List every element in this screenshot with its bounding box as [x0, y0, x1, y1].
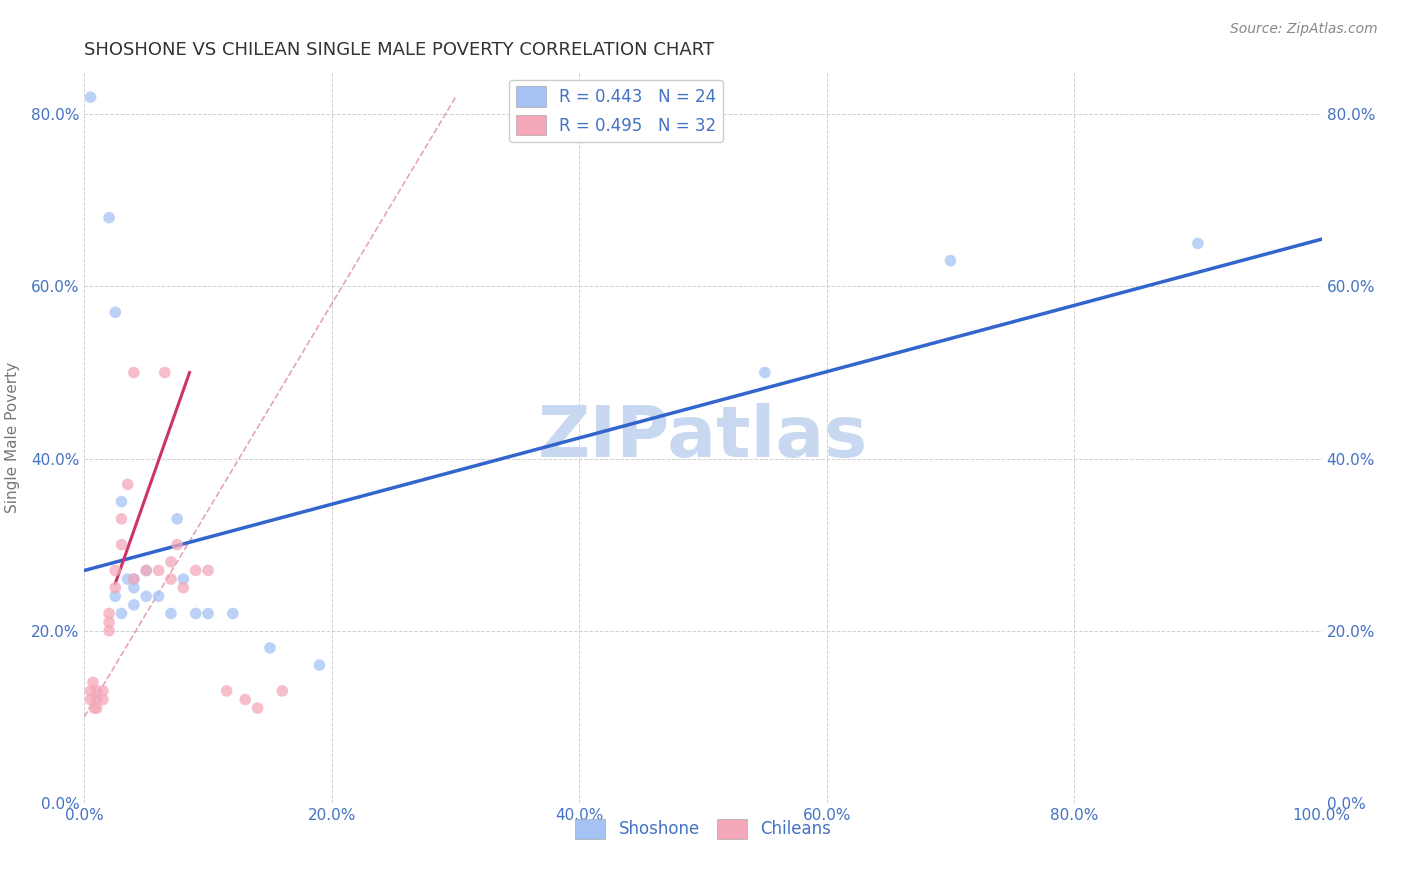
Point	[104, 581, 127, 595]
Point	[222, 607, 245, 621]
Point	[939, 253, 962, 268]
Point	[82, 675, 104, 690]
Point	[215, 684, 238, 698]
Point	[86, 684, 108, 698]
Point	[153, 366, 176, 380]
Point	[104, 305, 127, 319]
Point	[246, 701, 269, 715]
Point	[98, 615, 121, 629]
Point	[91, 684, 114, 698]
Point	[122, 572, 145, 586]
Point	[135, 564, 157, 578]
Point	[117, 477, 139, 491]
Point	[79, 692, 101, 706]
Point	[172, 581, 194, 595]
Point	[98, 607, 121, 621]
Text: SHOSHONE VS CHILEAN SINGLE MALE POVERTY CORRELATION CHART: SHOSHONE VS CHILEAN SINGLE MALE POVERTY …	[84, 41, 714, 59]
Point	[117, 572, 139, 586]
Legend: Shoshone, Chileans: Shoshone, Chileans	[568, 812, 838, 846]
Point	[160, 555, 183, 569]
Point	[79, 90, 101, 104]
Point	[122, 572, 145, 586]
Point	[135, 589, 157, 603]
Text: ZIPatlas: ZIPatlas	[538, 402, 868, 472]
Y-axis label: Single Male Poverty: Single Male Poverty	[4, 361, 20, 513]
Point	[91, 692, 114, 706]
Point	[197, 564, 219, 578]
Point	[148, 589, 170, 603]
Point	[233, 692, 256, 706]
Point	[166, 512, 188, 526]
Text: Source: ZipAtlas.com: Source: ZipAtlas.com	[1230, 22, 1378, 37]
Point	[122, 581, 145, 595]
Point	[86, 692, 108, 706]
Point	[259, 640, 281, 655]
Point	[148, 564, 170, 578]
Point	[271, 684, 294, 698]
Point	[104, 564, 127, 578]
Point	[184, 607, 207, 621]
Point	[197, 607, 219, 621]
Point	[122, 366, 145, 380]
Point	[110, 607, 132, 621]
Point	[110, 512, 132, 526]
Point	[135, 564, 157, 578]
Point	[754, 366, 776, 380]
Point	[308, 658, 330, 673]
Point	[184, 564, 207, 578]
Point	[98, 624, 121, 638]
Point	[79, 684, 101, 698]
Point	[172, 572, 194, 586]
Point	[104, 589, 127, 603]
Point	[1187, 236, 1209, 251]
Point	[110, 538, 132, 552]
Point	[83, 701, 105, 715]
Point	[110, 494, 132, 508]
Point	[86, 701, 108, 715]
Point	[98, 211, 121, 225]
Point	[160, 607, 183, 621]
Point	[122, 598, 145, 612]
Point	[160, 572, 183, 586]
Point	[166, 538, 188, 552]
